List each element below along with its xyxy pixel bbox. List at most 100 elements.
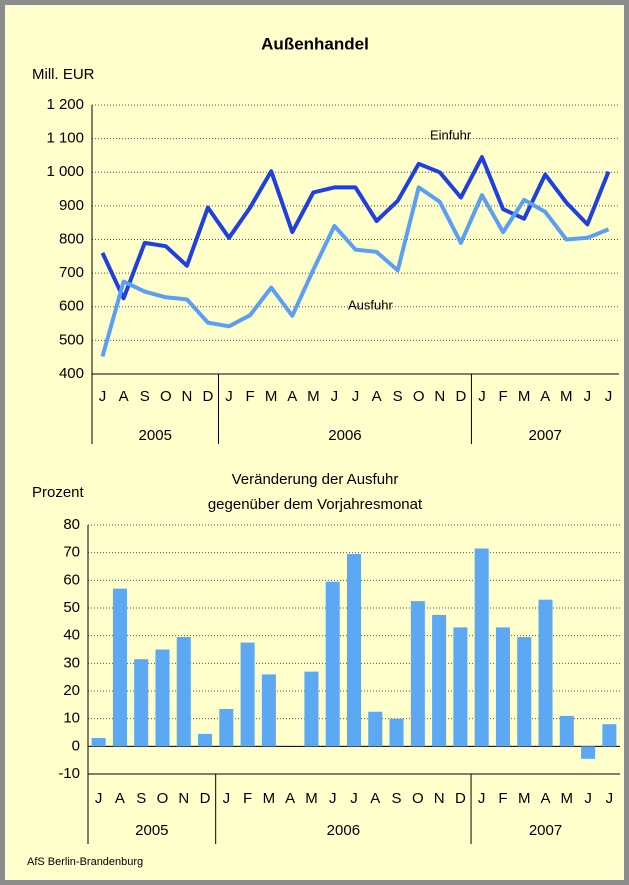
x-tick-label: O bbox=[160, 388, 172, 405]
x-tick-label: M bbox=[518, 790, 531, 807]
x-tick-label: S bbox=[393, 388, 403, 405]
bar bbox=[219, 708, 234, 747]
y-tick-label: 500 bbox=[59, 331, 84, 348]
chart-title: Außenhandel bbox=[261, 34, 369, 53]
x-tick-label: M bbox=[307, 388, 320, 405]
x-tick-label: A bbox=[540, 388, 550, 405]
x-tick-label: J bbox=[584, 790, 592, 807]
y-tick-label: 40 bbox=[63, 627, 80, 644]
bar bbox=[112, 588, 127, 747]
x-tick-label: A bbox=[285, 790, 295, 807]
y-tick-label: 700 bbox=[59, 264, 84, 281]
x-tick-label: A bbox=[541, 790, 551, 807]
x-tick-label: J bbox=[99, 388, 107, 405]
bar bbox=[495, 627, 510, 747]
x-tick-label: M bbox=[560, 388, 573, 405]
line-series bbox=[100, 155, 611, 301]
x-tick-label: M bbox=[263, 790, 276, 807]
y-tick-label: 1 000 bbox=[46, 163, 84, 180]
bar bbox=[91, 738, 106, 747]
x-tick-label: D bbox=[455, 790, 466, 807]
y-tick-label: 30 bbox=[63, 654, 80, 671]
bar bbox=[304, 671, 319, 747]
x-tick-label: S bbox=[136, 790, 146, 807]
bar bbox=[432, 614, 447, 747]
y-tick-label: 0 bbox=[72, 737, 80, 754]
x-tick-label: F bbox=[243, 790, 252, 807]
bar bbox=[261, 674, 276, 747]
x-tick-label: J bbox=[584, 388, 592, 405]
bar bbox=[581, 746, 596, 759]
source: AfS Berlin-Brandenburg bbox=[27, 856, 143, 868]
bar bbox=[559, 715, 574, 747]
x-tick-label: D bbox=[203, 388, 214, 405]
bar bbox=[410, 601, 425, 747]
y-axis-label: Prozent bbox=[32, 484, 85, 501]
x-tick-label: F bbox=[498, 790, 507, 807]
chart-title: Veränderung der Ausfuhr bbox=[232, 471, 399, 488]
y-tick-label: 800 bbox=[59, 230, 84, 247]
x-tick-label: J bbox=[95, 790, 103, 807]
y-tick-label: 600 bbox=[59, 298, 84, 315]
x-tick-label: A bbox=[119, 388, 129, 405]
y-tick-label: 1 200 bbox=[46, 96, 84, 113]
x-tick-label: F bbox=[498, 388, 507, 405]
group-label: 2005 bbox=[139, 427, 172, 444]
y-tick-label: 20 bbox=[63, 682, 80, 699]
y-tick-label: 60 bbox=[63, 571, 80, 588]
x-tick-label: M bbox=[305, 790, 318, 807]
x-tick-label: J bbox=[331, 388, 339, 405]
x-tick-label: A bbox=[115, 790, 125, 807]
x-tick-label: F bbox=[246, 388, 255, 405]
x-tick-label: J bbox=[223, 790, 231, 807]
group-label: 2006 bbox=[327, 822, 360, 839]
x-tick-label: N bbox=[178, 790, 189, 807]
bar bbox=[517, 637, 532, 747]
y-tick-label: -10 bbox=[58, 765, 80, 782]
x-tick-label: M bbox=[518, 388, 531, 405]
x-tick-label: S bbox=[392, 790, 402, 807]
series-label: Einfuhr bbox=[430, 127, 472, 142]
bar bbox=[389, 718, 404, 747]
bar bbox=[453, 627, 468, 747]
x-tick-label: S bbox=[140, 388, 150, 405]
bar bbox=[134, 659, 149, 747]
line-series bbox=[100, 185, 610, 358]
y-tick-label: 80 bbox=[63, 516, 80, 533]
bar bbox=[176, 637, 191, 747]
y-axis-label: Mill. EUR bbox=[32, 66, 95, 83]
x-tick-label: O bbox=[157, 790, 169, 807]
x-tick-label: D bbox=[200, 790, 211, 807]
x-tick-label: J bbox=[606, 790, 614, 807]
x-tick-label: J bbox=[478, 388, 486, 405]
x-tick-label: A bbox=[372, 388, 382, 405]
group-label: 2005 bbox=[135, 822, 168, 839]
x-tick-label: J bbox=[350, 790, 358, 807]
y-tick-label: 10 bbox=[63, 710, 80, 727]
x-tick-label: M bbox=[561, 790, 574, 807]
x-tick-label: A bbox=[287, 388, 297, 405]
bar bbox=[155, 649, 170, 747]
series-label: Ausfuhr bbox=[348, 297, 393, 312]
x-tick-label: J bbox=[329, 790, 337, 807]
group-label: 2006 bbox=[328, 427, 361, 444]
y-tick-label: 50 bbox=[63, 599, 80, 616]
x-tick-label: N bbox=[434, 388, 445, 405]
y-tick-label: 70 bbox=[63, 544, 80, 561]
x-tick-label: N bbox=[434, 790, 445, 807]
bar bbox=[325, 581, 340, 747]
y-tick-label: 900 bbox=[59, 197, 84, 214]
x-tick-label: N bbox=[181, 388, 192, 405]
bar bbox=[240, 642, 255, 747]
bar bbox=[198, 733, 213, 747]
y-tick-label: 1 100 bbox=[46, 130, 84, 147]
x-tick-label: J bbox=[352, 388, 360, 405]
x-tick-label: J bbox=[605, 388, 613, 405]
bar bbox=[346, 554, 362, 747]
x-tick-label: J bbox=[225, 388, 233, 405]
x-tick-label: J bbox=[478, 790, 486, 807]
bar bbox=[538, 599, 553, 747]
x-tick-label: D bbox=[455, 388, 466, 405]
bar bbox=[602, 724, 617, 747]
